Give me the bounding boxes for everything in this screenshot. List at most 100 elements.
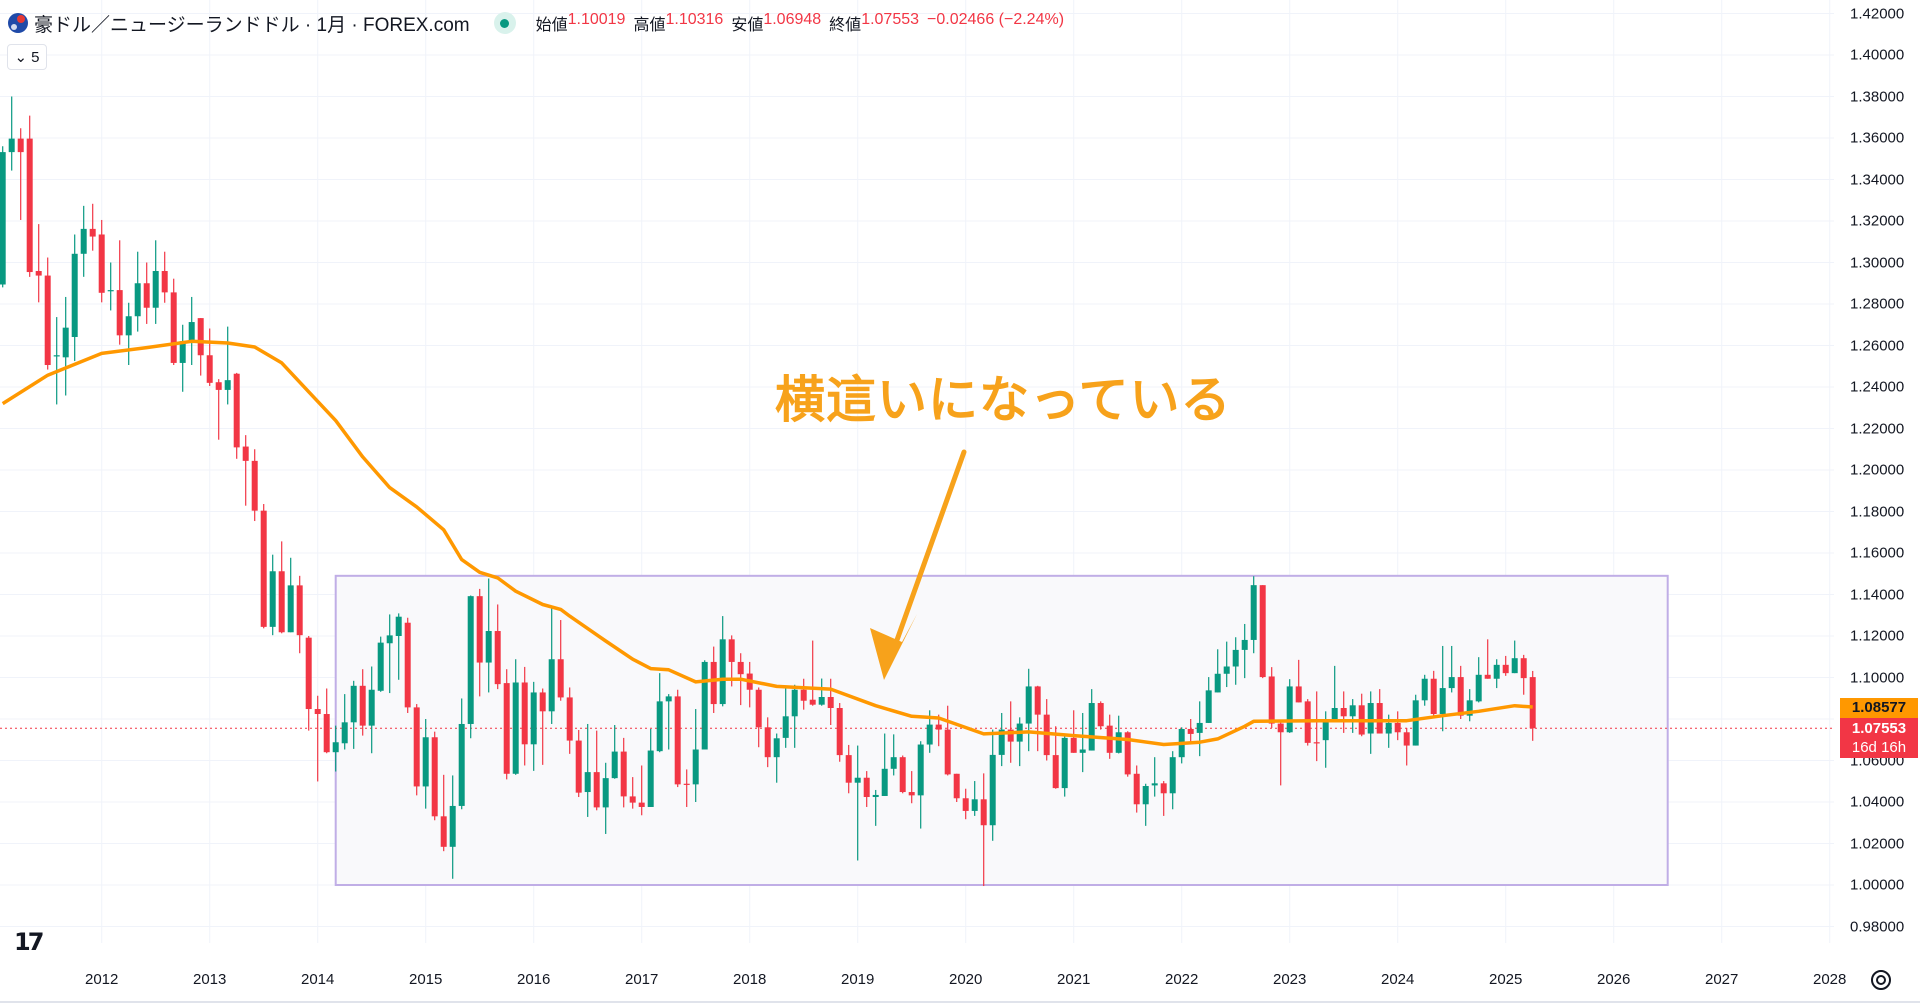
candle <box>251 449 258 522</box>
candle-body <box>449 805 456 847</box>
candle-body <box>431 737 438 817</box>
price-axis[interactable]: 0.980001.000001.020001.040001.060001.080… <box>1834 0 1920 943</box>
candle-body <box>53 355 60 357</box>
candle-body <box>1295 686 1302 703</box>
candle <box>638 765 645 816</box>
candle <box>665 694 672 750</box>
candle <box>494 604 501 690</box>
symbol-title[interactable]: 豪ドル／ニュージーランドドル · 1月 · FOREX.com <box>34 14 470 36</box>
candle <box>107 262 114 311</box>
candle-body <box>125 316 132 336</box>
candle <box>1142 783 1149 826</box>
candle-body <box>710 661 717 705</box>
annotation-text[interactable]: 横這いになっている <box>775 371 1232 429</box>
candle <box>170 278 177 366</box>
candle-body <box>1232 649 1239 667</box>
indicator-count: 5 <box>31 48 40 66</box>
candle <box>422 719 429 809</box>
candle <box>0 146 6 288</box>
candle-body <box>332 742 339 753</box>
candle <box>98 219 105 303</box>
candle <box>1079 712 1086 773</box>
candle <box>1196 701 1203 757</box>
candle <box>296 575 303 654</box>
candle-body <box>242 446 249 461</box>
change-value: −0.02466 (−2.24%) <box>927 11 1065 28</box>
candle <box>845 744 852 794</box>
candle <box>800 678 807 710</box>
candle-body <box>854 777 861 783</box>
candle-body <box>512 682 519 774</box>
candle <box>1466 689 1473 722</box>
candle-body <box>1241 639 1248 650</box>
candle-body <box>395 616 402 636</box>
candle <box>611 725 618 779</box>
price-tick-label: 1.42000 <box>1850 5 1905 22</box>
time-tick-label: 2028 <box>1813 971 1847 988</box>
candle-body <box>1223 666 1230 674</box>
candle-body <box>827 697 834 709</box>
candle <box>1277 720 1284 786</box>
candle <box>809 640 816 706</box>
candle <box>836 703 843 762</box>
candle <box>989 729 996 841</box>
candle <box>755 687 762 748</box>
candle <box>557 620 564 701</box>
candle <box>323 688 330 754</box>
candle-body <box>413 707 420 787</box>
candle-body <box>269 571 276 627</box>
candle-body <box>980 799 987 826</box>
candle-body <box>1277 723 1284 733</box>
candle-body <box>845 755 852 783</box>
time-axis[interactable]: 2012 2013 2014 2015 2016 2017 2018 2019 2020 2021… <box>0 943 1846 1001</box>
candle <box>143 262 150 324</box>
arrow-drawing[interactable] <box>870 449 967 680</box>
candle <box>233 372 240 459</box>
candle <box>593 730 600 811</box>
candle <box>629 777 636 809</box>
candle <box>17 128 24 220</box>
candle <box>935 714 942 747</box>
candle <box>764 717 771 768</box>
candle-body <box>665 696 672 702</box>
candle <box>1475 657 1482 703</box>
price-tick-label: 1.34000 <box>1850 171 1905 188</box>
price-tick-label: 1.20000 <box>1850 461 1905 479</box>
candle-body <box>1475 674 1482 702</box>
candle <box>1187 719 1194 745</box>
candle-body <box>233 373 240 448</box>
candle-body <box>620 751 627 797</box>
candle-body <box>386 635 393 644</box>
candle-body <box>1133 773 1140 805</box>
candle-body <box>1142 786 1149 805</box>
tradingview-logo[interactable]: 17 <box>14 928 44 956</box>
candle <box>674 689 681 788</box>
time-tick-label: 2026 <box>1597 971 1631 988</box>
indicators-toggle-button[interactable]: ⌄ 5 <box>7 44 47 70</box>
candle-body <box>890 757 897 769</box>
low-label: 安値 <box>731 17 764 34</box>
market-open-status-icon[interactable] <box>493 12 516 34</box>
candle <box>116 240 123 345</box>
settings-gear-icon[interactable] <box>1871 970 1891 990</box>
candle-body <box>1061 737 1068 789</box>
candle-body <box>935 724 942 730</box>
candle-body <box>1007 729 1014 742</box>
candle <box>620 737 627 808</box>
candle-body <box>548 659 555 712</box>
candle-body <box>737 661 744 675</box>
candle <box>1268 667 1275 728</box>
candle-body <box>656 701 663 752</box>
candle <box>1403 727 1410 766</box>
time-tick-label: 2019 <box>841 971 875 988</box>
time-tick-label: 2012 <box>85 971 119 988</box>
candle-body <box>1430 678 1437 715</box>
price-tick-label: 1.18000 <box>1850 503 1905 520</box>
candle <box>1232 637 1239 685</box>
candle-body <box>467 596 474 724</box>
candle-body <box>962 798 969 811</box>
candle-body <box>1502 664 1509 674</box>
price-chart[interactable] <box>0 0 1834 943</box>
candle <box>503 669 510 780</box>
candle <box>161 251 168 303</box>
